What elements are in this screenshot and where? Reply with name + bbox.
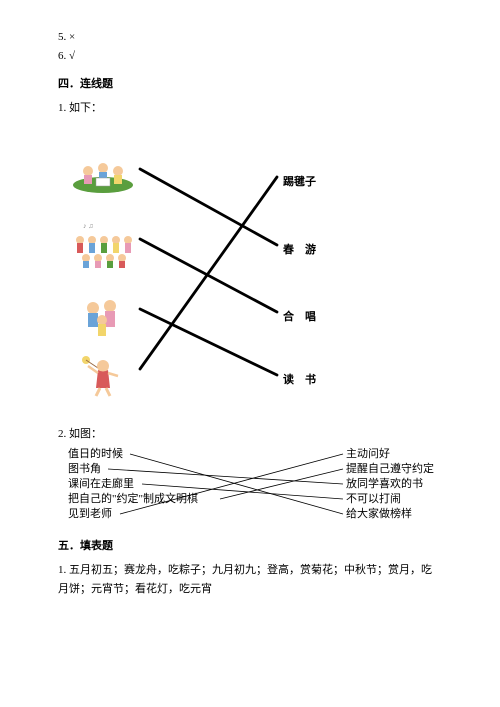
d2-right-3: 不可以打闹 bbox=[346, 492, 434, 507]
fill-answer-1: 1. 五月初五；赛龙舟，吃粽子；九月初九；登高，赏菊花；中秋节；赏月，吃月饼；元… bbox=[58, 561, 442, 598]
answer-6-mark: √ bbox=[69, 50, 75, 62]
label-dushu: 读 书 bbox=[283, 371, 316, 387]
d2-right-0: 主动问好 bbox=[346, 447, 434, 462]
section5-title: 五．填表题 bbox=[58, 537, 442, 553]
illus-singing: ♪ ♫ bbox=[68, 218, 138, 268]
section4-title: 四．连线题 bbox=[58, 75, 442, 91]
q2-label: 2. 如图： bbox=[58, 425, 442, 441]
answer-6-num: 6. bbox=[58, 50, 66, 62]
d2-left-2: 课间在走廊里 bbox=[68, 477, 198, 492]
illus-group bbox=[68, 288, 138, 338]
q1-label: 1. 如下： bbox=[58, 99, 442, 115]
matching-diagram-2: 值日的时候 图书角 课间在走廊里 把自己的"约定"制成文明棋 见到老师 主动问好… bbox=[58, 447, 442, 525]
answer-6: 6. √ bbox=[58, 47, 442, 66]
answer-5-num: 5. bbox=[58, 31, 66, 43]
answer-5: 5. × bbox=[58, 28, 442, 47]
d2-left-0: 值日的时候 bbox=[68, 447, 198, 462]
d2-right-2: 放同学喜欢的书 bbox=[346, 477, 434, 492]
d2-right-4: 给大家做榜样 bbox=[346, 507, 434, 522]
matching-diagram-1: ♪ ♫ 踢毽子 春 游 合 唱 读 书 bbox=[58, 123, 442, 413]
svg-text:♪ ♫: ♪ ♫ bbox=[83, 222, 94, 230]
label-chunyou: 春 游 bbox=[283, 241, 316, 257]
d2-left-4: 见到老师 bbox=[68, 507, 198, 522]
label-tijianzi: 踢毽子 bbox=[283, 173, 316, 189]
d2-left-col: 值日的时候 图书角 课间在走廊里 把自己的"约定"制成文明棋 见到老师 bbox=[68, 447, 198, 522]
answer-5-mark: × bbox=[69, 31, 75, 43]
illus-jumping bbox=[68, 348, 138, 398]
d2-left-3: 把自己的"约定"制成文明棋 bbox=[68, 492, 198, 507]
illus-reading bbox=[68, 143, 138, 193]
d2-right-col: 主动问好 提醒自己遵守约定 放同学喜欢的书 不可以打闹 给大家做榜样 bbox=[346, 447, 434, 522]
d2-left-1: 图书角 bbox=[68, 462, 198, 477]
label-hechang: 合 唱 bbox=[283, 308, 316, 324]
d2-right-1: 提醒自己遵守约定 bbox=[346, 462, 434, 477]
